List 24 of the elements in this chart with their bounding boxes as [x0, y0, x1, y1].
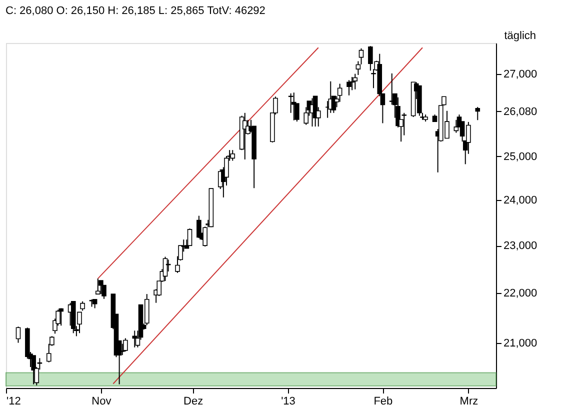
x-tick-label: '12: [6, 396, 21, 408]
y-tick-label: 25,000: [504, 150, 538, 163]
y-tick-label: 22,000: [504, 288, 538, 300]
y-tick-label: 27,000: [504, 68, 538, 81]
y-tick-label: 21,000: [504, 337, 538, 350]
x-tick-label: '13: [281, 396, 296, 408]
x-tick-label: Nov: [92, 396, 112, 408]
candlestick: [358, 48, 364, 65]
y-tick-label: 26,080: [504, 106, 538, 118]
candlestick: [337, 83, 342, 102]
candlestick: [80, 300, 85, 312]
candlestick: [187, 228, 192, 246]
x-tick-label: Mrz: [460, 396, 478, 408]
text: täglich: [504, 30, 536, 42]
candlestick: [356, 60, 361, 76]
x-tick-label: Dez: [184, 396, 204, 408]
candlestick: [16, 326, 21, 344]
y-tick-label: 23,000: [504, 240, 538, 252]
candlestick: [98, 280, 104, 295]
y-tick-label: 24,000: [504, 194, 538, 207]
chart-title: C: 26,080 O: 26,150 H: 26,185 L: 25,865 TotV: 46292: [6, 5, 266, 17]
candlestick: [475, 106, 480, 121]
x-tick-label: Feb: [374, 396, 393, 408]
candlestick: [346, 80, 352, 96]
